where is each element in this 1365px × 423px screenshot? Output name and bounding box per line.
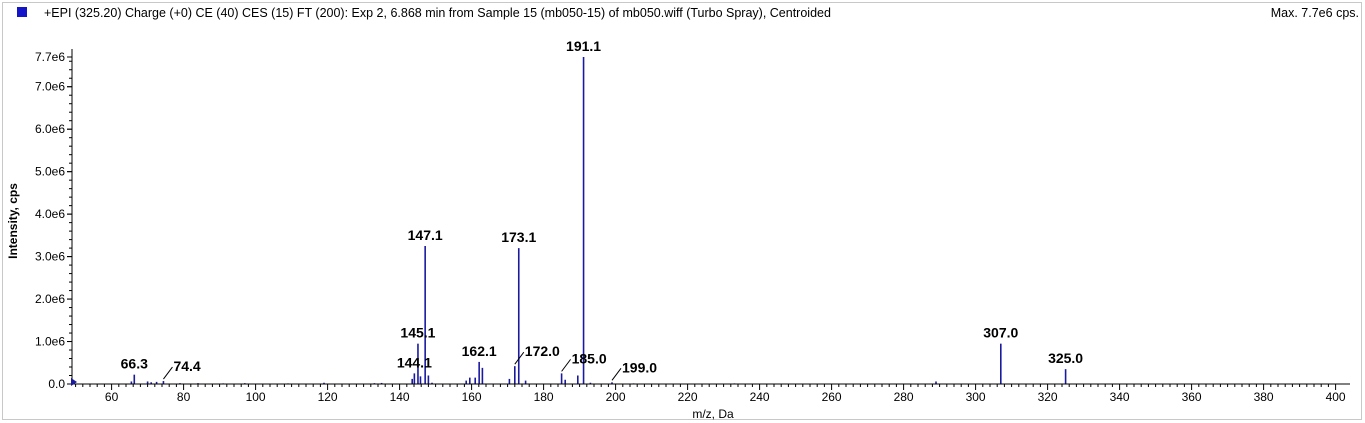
axis-origin-marker[interactable] (71, 378, 77, 386)
x-tick-label: 220 (678, 390, 698, 404)
x-tick-label: 300 (966, 390, 986, 404)
x-tick-label: 60 (105, 390, 119, 404)
y-tick-label: 5.0e6 (35, 165, 65, 179)
y-tick-label: 7.7e6 (35, 50, 65, 64)
peak-label: 162.1 (462, 343, 497, 359)
peak-label: 199.0 (622, 359, 657, 375)
y-tick-label: 1.0e6 (35, 335, 65, 349)
x-tick-label: 120 (318, 390, 338, 404)
y-tick-label: 4.0e6 (35, 207, 65, 221)
x-tick-label: 160 (462, 390, 482, 404)
x-tick-label: 360 (1182, 390, 1202, 404)
y-tick-label: 2.0e6 (35, 292, 65, 306)
y-tick-label: 6.0e6 (35, 122, 65, 136)
peak-label: 307.0 (983, 325, 1018, 341)
x-axis-title: m/z, Da (692, 407, 734, 421)
y-axis-title: Intensity, cps (6, 183, 20, 259)
x-tick-label: 340 (1110, 390, 1130, 404)
peak-label-leader (163, 366, 173, 380)
y-tick-label: 0.0 (48, 377, 65, 391)
peak-label: 147.1 (408, 227, 443, 243)
peak-label-leader (611, 368, 622, 381)
peak-label-leader (561, 359, 571, 372)
x-tick-label: 380 (1254, 390, 1274, 404)
x-tick-label: 320 (1038, 390, 1058, 404)
peak-label: 144.1 (397, 354, 432, 370)
peak-label-leader (514, 351, 525, 365)
peak-label: 172.0 (525, 343, 560, 359)
x-tick-label: 200 (606, 390, 626, 404)
peak-label: 185.0 (572, 350, 607, 366)
y-tick-label: 7.0e6 (35, 80, 65, 94)
x-tick-label: 80 (177, 390, 191, 404)
max-intensity-label: Max. 7.7e6 cps. (1270, 6, 1359, 20)
x-tick-label: 140 (390, 390, 410, 404)
x-tick-label: 180 (534, 390, 554, 404)
peak-label: 325.0 (1048, 350, 1083, 366)
x-tick-label: 280 (894, 390, 914, 404)
x-tick-label: 260 (822, 390, 842, 404)
peak-label: 74.4 (173, 358, 200, 374)
spectrum-title: +EPI (325.20) Charge (+0) CE (40) CES (1… (44, 6, 831, 20)
peak-label: 66.3 (121, 356, 148, 372)
x-tick-label: 100 (246, 390, 266, 404)
peak-label: 173.1 (501, 229, 536, 245)
x-tick-label: 240 (750, 390, 770, 404)
y-tick-label: 3.0e6 (35, 250, 65, 264)
x-tick-label: 400 (1326, 390, 1346, 404)
legend-swatch[interactable] (17, 7, 27, 17)
peak-label: 191.1 (566, 38, 601, 54)
peak-label: 145.1 (400, 325, 435, 341)
